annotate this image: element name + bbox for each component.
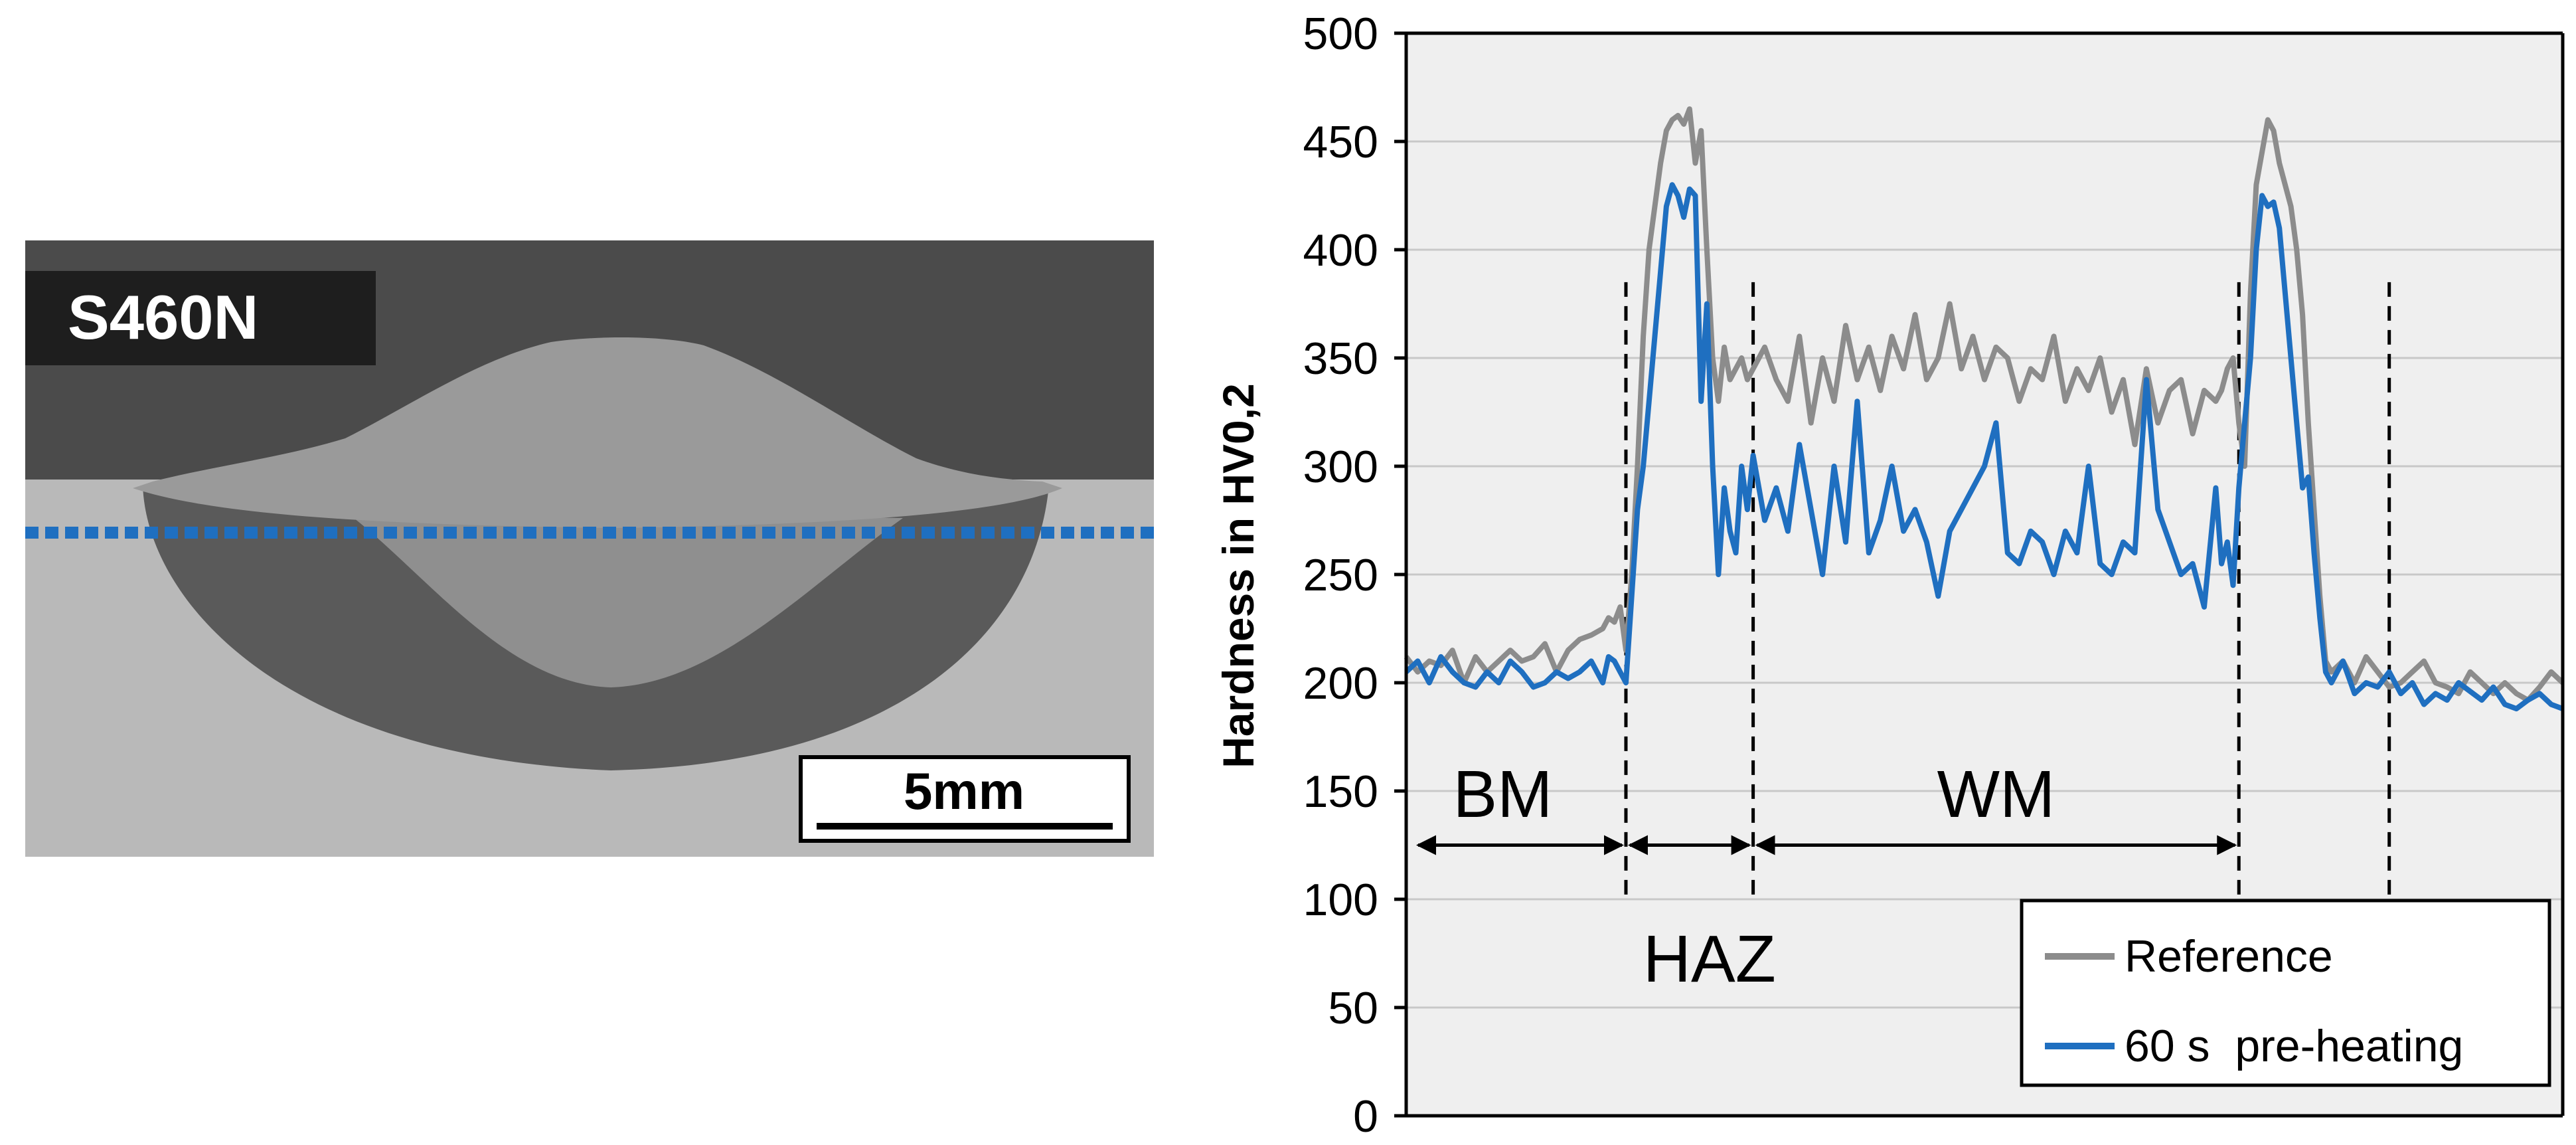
y-tick-label: 400 (1303, 225, 1378, 276)
scale-bar-label: 5mm (904, 762, 1024, 820)
zone-boundaries (1624, 282, 2391, 899)
y-tick-label: 150 (1303, 766, 1378, 817)
legend: Reference 60 s pre-heating (2020, 899, 2551, 1087)
weld-micrograph: S460N 5mm (25, 240, 1157, 857)
micrograph-weld-bead (133, 337, 1062, 528)
y-tick-label: 100 (1303, 875, 1378, 925)
material-label-box (25, 271, 376, 365)
legend-label-reference: Reference (2125, 931, 2333, 982)
y-tick-label: 500 (1303, 9, 1378, 59)
y-tick-label: 250 (1303, 550, 1378, 600)
wm-zone-label: WM (1937, 757, 2055, 832)
y-tick-label: 200 (1303, 658, 1378, 709)
series-lines (1404, 106, 2565, 712)
series-line-preheating (1404, 182, 2564, 712)
micrograph-weld-root (345, 511, 903, 687)
bm-zone-label: BM (1453, 757, 1552, 832)
y-tick-label: 450 (1303, 117, 1378, 167)
legend-label-preheating: 60 s pre-heating (2125, 1021, 2463, 1071)
material-label: S460N (68, 282, 258, 352)
hardness-chart: 0 50 100 150 200 250 300 350 400 450 500 Hardness … (1214, 9, 2565, 1142)
y-tick-label: 300 (1303, 442, 1378, 492)
y-tick-label: 0 (1353, 1091, 1378, 1142)
series-line-reference (1404, 106, 2565, 703)
y-tick-label: 50 (1328, 983, 1378, 1033)
legend-box (2020, 899, 2551, 1087)
haz-zone-label: HAZ (1643, 922, 1776, 996)
y-tick-label: 350 (1303, 333, 1378, 384)
y-tick-labels: 0 50 100 150 200 250 300 350 400 450 500 (1303, 9, 1378, 1142)
y-axis-label: Hardness in HV0,2 (1214, 383, 1263, 768)
